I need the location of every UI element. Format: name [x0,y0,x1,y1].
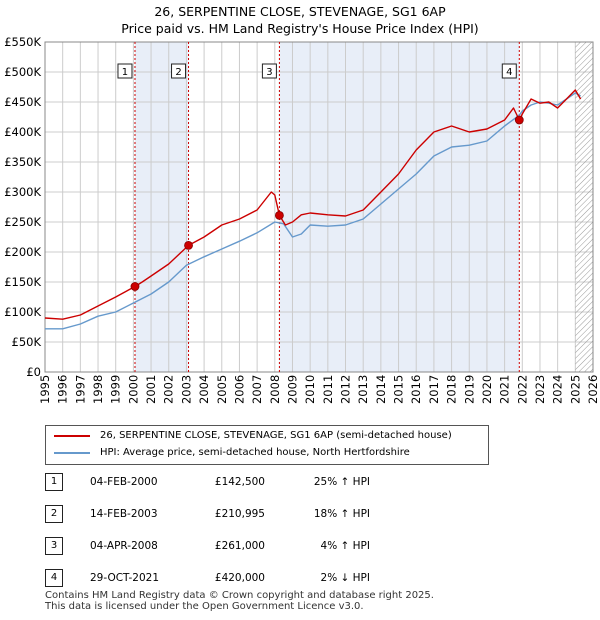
shaded-period-2 [279,42,520,372]
x-tick-label: 2019 [462,375,476,404]
x-tick-label: 2007 [250,375,264,404]
x-tick-label: 2004 [197,375,211,404]
x-tick-label: 1999 [109,375,123,404]
sale-label-2: 2 [175,67,181,78]
y-tick-label: £450K [4,95,41,109]
x-tick-label: 2002 [162,375,176,404]
x-tick-label: 1995 [38,375,52,404]
x-tick-label: 2017 [427,375,441,404]
sale-price: £142,500 [214,476,265,488]
x-tick-label: 2016 [409,375,423,404]
legend-label-price: 26, SERPENTINE CLOSE, STEVENAGE, SG1 6AP… [100,430,452,441]
sale-row: 3 04-APR-2008 £261,000 4% ↑ HPI [45,536,445,556]
x-tick-label: 2006 [232,375,246,404]
legend-label-hpi: HPI: Average price, semi-detached house,… [100,447,410,458]
chart-legend: 26, SERPENTINE CLOSE, STEVENAGE, SG1 6AP… [45,425,489,465]
x-tick-label: 2022 [515,375,529,404]
x-tick-label: 1996 [56,375,70,404]
y-tick-label: £250K [4,215,41,229]
chart-subtitle: Price paid vs. HM Land Registry's House … [121,21,479,36]
sale-number-badge: 1 [45,473,63,491]
sale-label-4: 4 [506,67,512,78]
sale-hpi-diff: 2% ↓ HPI [320,572,370,584]
sale-row: 1 04-FEB-2000 £142,500 25% ↑ HPI [45,472,445,492]
x-tick-label: 2008 [268,375,282,404]
x-tick-label: 2025 [568,375,582,404]
footer-notice: Contains HM Land Registry data © Crown c… [45,590,434,612]
x-tick-label: 1997 [73,375,87,404]
y-tick-label: £500K [4,65,41,79]
sale-number-badge: 4 [45,569,63,587]
x-tick-label: 2013 [356,375,370,404]
sale-point-1 [130,282,140,291]
y-tick-label: £300K [4,185,41,199]
sale-label-1: 1 [122,67,128,78]
sale-price: £420,000 [214,572,265,584]
sale-date: 29-OCT-2021 [90,572,159,584]
price-chart: 1 2 3 4 £0 £50K £100K £150K £200K £250K £300K £350K… [4,35,600,404]
x-tick-label: 2015 [392,375,406,404]
chart-title: 26, SERPENTINE CLOSE, STEVENAGE, SG1 6AP [154,4,446,19]
footer-licence: This data is licensed under the Open Gov… [45,601,364,612]
y-tick-label: £550K [4,35,41,49]
x-tick-label: 2010 [303,375,317,404]
sale-price: £210,995 [214,508,265,520]
x-tick-label: 2024 [551,375,565,404]
sale-point-2 [184,241,193,250]
y-tick-label: £200K [4,245,41,259]
plot-border [44,41,594,373]
sale-number-badge: 2 [45,505,63,523]
x-tick-label: 2018 [445,375,459,404]
sale-label-box-4 [501,63,517,79]
y-tick-label: £0 [26,365,41,379]
x-tick-label: 2023 [533,375,547,404]
y-tick-label: £100K [4,305,41,319]
shaded-period-1 [134,42,189,372]
sale-hpi-diff: 4% ↑ HPI [320,540,370,552]
sale-label-3: 3 [266,67,272,78]
price-paid-line [44,89,582,320]
footer-copyright: Contains HM Land Registry data © Crown c… [45,590,434,601]
legend-swatch-hpi [54,452,90,454]
sale-label-box-2 [171,63,187,79]
legend-swatch-price [54,435,90,437]
sale-price: £261,000 [214,540,265,552]
sale-date: 14-FEB-2003 [90,508,158,520]
y-tick-label: £350K [4,155,41,169]
sale-hpi-diff: 18% ↑ HPI [313,508,370,520]
sale-date: 04-FEB-2000 [90,476,158,488]
sale-label-box-1 [117,63,133,79]
sale-point-3 [275,210,284,220]
sale-date: 04-APR-2008 [90,540,158,552]
x-tick-label: 1998 [91,375,105,404]
x-tick-label: 2012 [339,375,353,404]
y-tick-label: £150K [4,275,41,289]
hpi-line [45,92,581,330]
sale-number-badge: 3 [45,537,63,555]
x-tick-label: 2011 [321,375,335,404]
x-tick-label: 2003 [179,375,193,404]
x-tick-label: 2026 [586,375,600,404]
sale-row: 2 14-FEB-2003 £210,995 18% ↑ HPI [45,504,445,524]
x-tick-label: 2020 [480,375,494,404]
sale-label-box-3 [261,63,277,79]
projection-hatch [575,42,593,372]
x-tick-label: 2001 [144,375,158,404]
x-tick-label: 2014 [374,375,388,404]
x-tick-label: 2021 [498,375,512,404]
x-tick-label: 2000 [126,375,140,404]
y-tick-label: £400K [4,125,41,139]
y-tick-label: £50K [12,335,42,349]
x-tick-label: 2005 [215,375,229,404]
sale-hpi-diff: 25% ↑ HPI [313,476,370,488]
sale-point-4 [514,115,524,125]
sale-row: 4 29-OCT-2021 £420,000 2% ↓ HPI [45,568,445,588]
x-tick-label: 2009 [285,375,299,404]
